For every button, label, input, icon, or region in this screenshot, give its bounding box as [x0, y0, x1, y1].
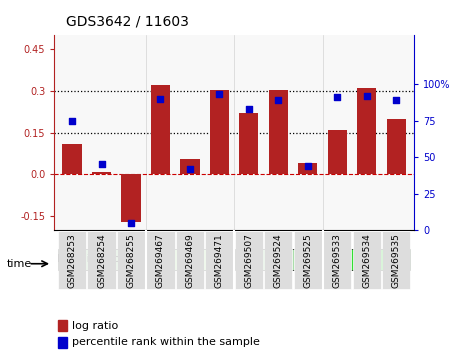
FancyBboxPatch shape — [146, 231, 175, 289]
Text: GSM268255: GSM268255 — [126, 233, 135, 287]
Point — [157, 96, 164, 102]
Text: GSM269534: GSM269534 — [362, 233, 371, 287]
Bar — [151, 85, 170, 175]
Point — [393, 97, 400, 103]
Bar — [357, 88, 377, 175]
Text: GSM268254: GSM268254 — [97, 233, 106, 287]
Point — [98, 161, 105, 167]
Point — [274, 97, 282, 103]
FancyBboxPatch shape — [235, 249, 322, 270]
FancyBboxPatch shape — [117, 231, 145, 289]
Point — [68, 118, 76, 124]
Bar — [58, 320, 67, 331]
FancyBboxPatch shape — [58, 249, 145, 270]
Point — [127, 220, 135, 225]
Text: GSM269533: GSM269533 — [333, 233, 342, 288]
FancyBboxPatch shape — [294, 231, 322, 289]
Bar — [386, 119, 406, 175]
Bar — [62, 144, 82, 175]
FancyBboxPatch shape — [323, 249, 411, 270]
Bar — [298, 163, 317, 175]
Bar — [58, 337, 67, 348]
Text: 72 h: 72 h — [354, 254, 379, 264]
Text: GSM269525: GSM269525 — [303, 233, 312, 287]
FancyBboxPatch shape — [205, 231, 234, 289]
Text: GSM269469: GSM269469 — [185, 233, 194, 287]
Text: log ratio: log ratio — [72, 321, 119, 331]
Bar — [180, 159, 200, 175]
Text: percentile rank within the sample: percentile rank within the sample — [72, 337, 260, 347]
Text: baseline control: baseline control — [57, 254, 146, 264]
Point — [245, 106, 253, 112]
FancyBboxPatch shape — [88, 231, 116, 289]
Point — [363, 93, 370, 98]
Point — [333, 95, 341, 100]
Text: GSM269524: GSM269524 — [274, 233, 283, 287]
Bar — [239, 113, 258, 175]
FancyBboxPatch shape — [382, 231, 411, 289]
FancyBboxPatch shape — [58, 231, 86, 289]
Text: GSM269535: GSM269535 — [392, 233, 401, 288]
Bar — [122, 175, 140, 222]
FancyBboxPatch shape — [352, 231, 381, 289]
Bar — [328, 130, 347, 175]
FancyBboxPatch shape — [264, 231, 292, 289]
Text: GSM268253: GSM268253 — [68, 233, 77, 287]
Point — [216, 91, 223, 97]
Text: 12 h: 12 h — [177, 254, 202, 264]
FancyBboxPatch shape — [146, 249, 234, 270]
Text: GSM269507: GSM269507 — [245, 233, 254, 288]
FancyBboxPatch shape — [176, 231, 204, 289]
Text: GSM269471: GSM269471 — [215, 233, 224, 287]
Text: 24 h: 24 h — [266, 254, 291, 264]
Point — [186, 166, 194, 172]
Point — [304, 163, 312, 169]
FancyBboxPatch shape — [235, 231, 263, 289]
Bar — [92, 172, 111, 175]
Bar — [210, 90, 229, 175]
Bar — [269, 90, 288, 175]
Text: GDS3642 / 11603: GDS3642 / 11603 — [66, 14, 189, 28]
Text: GSM269467: GSM269467 — [156, 233, 165, 287]
Text: time: time — [7, 259, 32, 269]
FancyBboxPatch shape — [323, 231, 351, 289]
